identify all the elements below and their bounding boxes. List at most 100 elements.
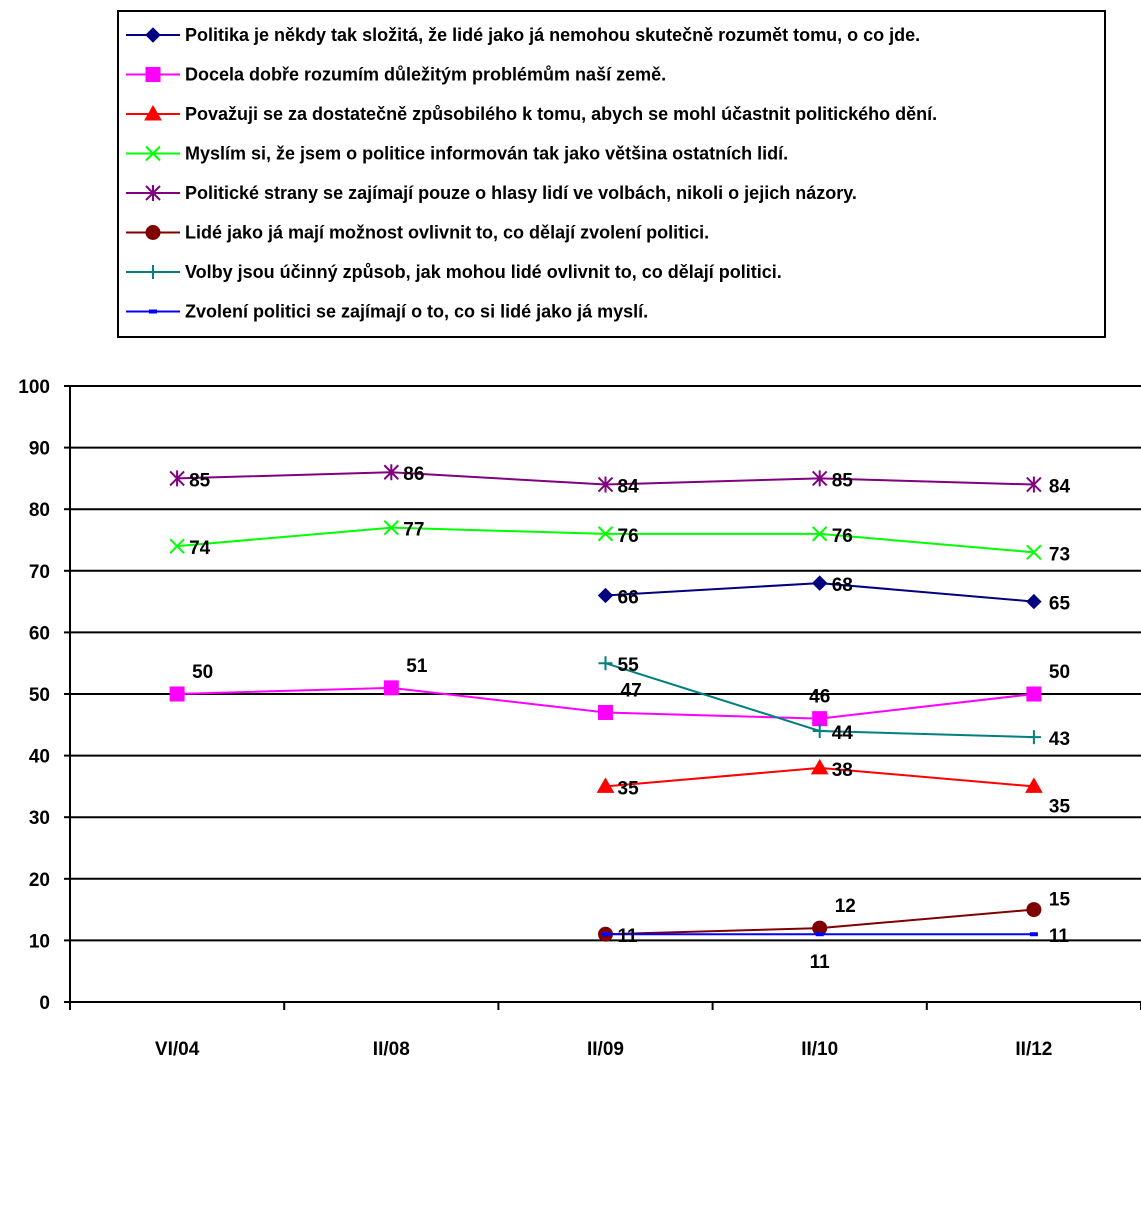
data-label: 74 [189, 538, 211, 559]
data-label: 51 [406, 656, 428, 677]
y-tick-label: 60 [29, 623, 50, 644]
series-layer [169, 464, 1043, 942]
data-label: 50 [1049, 662, 1070, 683]
data-label: 11 [618, 926, 639, 947]
data-label: 11 [810, 952, 831, 973]
y-tick-label: 40 [29, 747, 50, 768]
data-point-circle [1026, 902, 1042, 918]
data-label: 86 [403, 464, 424, 485]
legend-item-0: Politika je někdy tak složitá, že lidé j… [126, 25, 920, 45]
data-point-x [1026, 544, 1042, 561]
data-label: 50 [192, 662, 213, 683]
data-label: 12 [835, 896, 856, 917]
legend-item-5: Lidé jako já mají možnost ovlivnit to, c… [126, 223, 709, 243]
data-point-plus [598, 656, 613, 671]
x-tick-label-II/10: II/10 [801, 1039, 838, 1060]
data-label: 11 [1049, 926, 1070, 947]
legend-box [117, 10, 1106, 338]
data-label: 76 [832, 526, 853, 547]
data-label: 73 [1049, 544, 1070, 565]
series-line-3 [177, 526, 1034, 554]
data-point-star [383, 464, 400, 481]
data-label: 84 [618, 477, 640, 498]
series-6 [598, 656, 1041, 745]
data-point-dash [601, 932, 610, 937]
data-label: 35 [1049, 796, 1071, 817]
data-point-square [169, 686, 185, 702]
data-point-square [383, 680, 399, 696]
y-tick-label: 90 [29, 439, 50, 460]
x-tick-label-II/12: II/12 [1015, 1039, 1052, 1060]
legend-item-1: Docela dobře rozumím důležitým problémům… [126, 65, 666, 85]
legend-marker-circle [145, 225, 161, 240]
x-tick-label-VI/04: VI/04 [155, 1039, 200, 1060]
legend-marker-square [145, 67, 161, 82]
data-point-diamond [597, 587, 614, 604]
data-label: 85 [189, 470, 211, 491]
legend-marker-plus [146, 265, 160, 279]
data-point-star [597, 476, 614, 493]
data-point-star [169, 470, 185, 487]
legend-marker-triangle [144, 104, 162, 121]
y-tick-label: 10 [29, 931, 50, 952]
data-point-triangle [596, 777, 615, 793]
data-label: 55 [618, 655, 640, 676]
legend-label: Volby jsou účinný způsob, jak mohou lidé… [185, 262, 782, 282]
series-1 [169, 680, 1042, 727]
y-tick-label: 80 [29, 500, 50, 521]
legend-marker-diamond [145, 27, 161, 43]
legend-label: Myslím si, že jsem o politice informován… [185, 144, 788, 164]
data-label: 84 [1049, 477, 1071, 498]
data-point-plus [1026, 730, 1041, 745]
y-tick-label: 50 [29, 685, 50, 706]
series-4 [169, 464, 1042, 493]
legend-marker-x [145, 145, 161, 162]
data-point-star [1026, 476, 1042, 493]
data-label: 68 [832, 575, 853, 596]
data-label: 47 [621, 680, 642, 701]
legend-item-2: Považuji se za dostatečně způsobilého k … [126, 104, 937, 124]
data-point-dash [815, 932, 824, 937]
legend-label: Zvolení politici se zajímají o to, co si… [185, 302, 648, 322]
legend-item-4: Politické strany se zajímají pouze o hla… [126, 183, 857, 203]
data-point-x [169, 538, 185, 554]
data-point-diamond [1026, 593, 1042, 610]
legend-label: Politické strany se zajímají pouze o hla… [185, 183, 857, 203]
legend-label: Lidé jako já mají možnost ovlivnit to, c… [185, 223, 709, 243]
data-point-square [1026, 686, 1042, 702]
legend-label: Považuji se za dostatečně způsobilého k … [185, 104, 937, 124]
data-label: 35 [618, 778, 640, 799]
data-label: 38 [832, 760, 853, 781]
data-point-square [812, 711, 828, 727]
data-label: 43 [1049, 729, 1070, 750]
data-point-star [811, 470, 828, 487]
data-label: 76 [618, 526, 639, 547]
axes: 0 10 20 30 40 50 60 70 80 90 100 VI/04 II/08 II/09 II/… [18, 377, 1141, 1060]
legend-marker-star [145, 185, 161, 201]
legend-item-7: Zvolení politici se zajímají o to, co si… [126, 302, 648, 322]
data-point-triangle [810, 758, 829, 775]
data-point-plus [812, 723, 827, 738]
data-point-dash [1029, 932, 1038, 937]
series-0 [597, 575, 1042, 610]
data-point-x [597, 526, 614, 542]
series-2 [596, 758, 1043, 793]
legend-item-3: Myslím si, že jsem o politice informován… [126, 144, 788, 164]
legend: Politika je někdy tak složitá, že lidé j… [117, 10, 1106, 338]
legend-label: Docela dobře rozumím důležitým problémům… [185, 65, 666, 85]
data-label: 15 [1049, 890, 1071, 911]
y-tick-label: 30 [29, 808, 50, 829]
data-label: 66 [618, 587, 639, 608]
y-tick-label: 0 [39, 993, 50, 1014]
series-7 [601, 932, 1038, 937]
x-tick-label-II/08: II/08 [373, 1039, 410, 1060]
data-labels: 66 68 65 50 51 47 46 50 35 38 35 74 77 76 76 73 85 86 84 85… [189, 464, 1070, 973]
y-tick-label: 100 [18, 377, 50, 398]
legend-marker-dash [149, 309, 157, 314]
data-label: 77 [403, 520, 424, 541]
series-3 [169, 519, 1042, 561]
data-point-x [383, 519, 400, 536]
x-tick-label-II/09: II/09 [587, 1039, 624, 1060]
data-label: 44 [832, 723, 854, 744]
